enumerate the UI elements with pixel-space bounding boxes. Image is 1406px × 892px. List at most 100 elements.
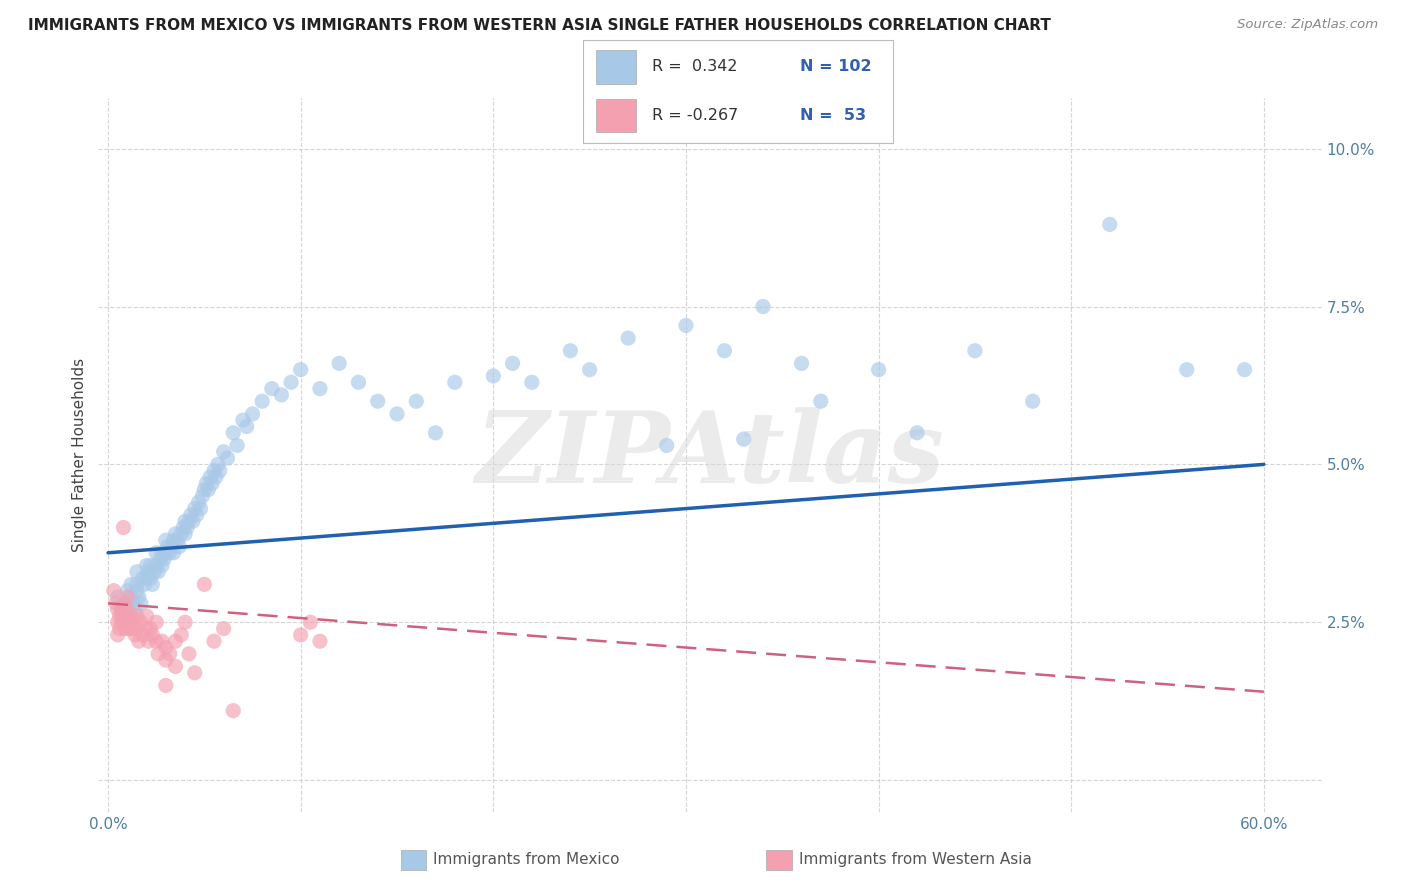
Point bbox=[118, 615, 141, 630]
Point bbox=[186, 508, 208, 522]
Point bbox=[128, 634, 150, 648]
Point bbox=[149, 552, 172, 566]
Bar bbox=[596, 50, 636, 84]
Point bbox=[150, 546, 173, 560]
Point bbox=[443, 376, 465, 390]
Point bbox=[120, 609, 142, 624]
Point bbox=[118, 622, 141, 636]
Point bbox=[193, 577, 215, 591]
Point bbox=[117, 602, 139, 616]
Point bbox=[347, 376, 370, 390]
Point bbox=[166, 533, 188, 548]
Point bbox=[125, 609, 148, 624]
Point bbox=[120, 577, 142, 591]
Point bbox=[155, 653, 177, 667]
Point bbox=[177, 514, 200, 528]
Point bbox=[1175, 362, 1198, 376]
Point bbox=[118, 609, 141, 624]
Point bbox=[145, 558, 167, 573]
Point bbox=[367, 394, 389, 409]
Point bbox=[125, 583, 148, 598]
Point bbox=[174, 514, 197, 528]
Point bbox=[125, 577, 148, 591]
Point bbox=[139, 571, 162, 585]
Point bbox=[120, 622, 142, 636]
Point bbox=[205, 470, 228, 484]
Point bbox=[1233, 362, 1256, 376]
Point bbox=[1098, 218, 1121, 232]
Point bbox=[235, 419, 257, 434]
Text: Immigrants from Mexico: Immigrants from Mexico bbox=[433, 853, 620, 867]
Point bbox=[114, 615, 136, 630]
Point bbox=[208, 464, 231, 478]
Point bbox=[250, 394, 273, 409]
Point bbox=[328, 356, 350, 370]
Point bbox=[124, 628, 146, 642]
Point bbox=[165, 526, 187, 541]
Text: N = 102: N = 102 bbox=[800, 59, 872, 74]
Point bbox=[145, 634, 167, 648]
Point bbox=[150, 634, 173, 648]
Point bbox=[155, 678, 177, 692]
Point bbox=[112, 609, 135, 624]
Point bbox=[153, 552, 176, 566]
Point bbox=[260, 382, 283, 396]
Point bbox=[193, 483, 215, 497]
Point bbox=[181, 514, 204, 528]
Point bbox=[114, 615, 136, 630]
Point bbox=[520, 376, 543, 390]
Point bbox=[145, 546, 167, 560]
Point bbox=[232, 413, 254, 427]
Point bbox=[201, 476, 224, 491]
Point bbox=[309, 634, 332, 648]
Point bbox=[117, 583, 139, 598]
Point bbox=[132, 571, 155, 585]
Point bbox=[112, 609, 135, 624]
Point bbox=[752, 300, 775, 314]
Point bbox=[122, 596, 145, 610]
Point bbox=[135, 558, 157, 573]
Point bbox=[385, 407, 408, 421]
Point bbox=[222, 425, 245, 440]
Point bbox=[280, 376, 302, 390]
Point bbox=[502, 356, 524, 370]
Point bbox=[143, 565, 166, 579]
Point bbox=[425, 425, 447, 440]
Text: ZIPAtlas: ZIPAtlas bbox=[475, 407, 945, 503]
Point bbox=[117, 602, 139, 616]
Point bbox=[1021, 394, 1043, 409]
Point bbox=[202, 634, 225, 648]
Point bbox=[162, 533, 184, 548]
Point bbox=[156, 540, 179, 554]
Point bbox=[107, 628, 129, 642]
Text: IMMIGRANTS FROM MEXICO VS IMMIGRANTS FROM WESTERN ASIA SINGLE FATHER HOUSEHOLDS : IMMIGRANTS FROM MEXICO VS IMMIGRANTS FRO… bbox=[28, 18, 1052, 33]
Point bbox=[405, 394, 427, 409]
Point bbox=[202, 464, 225, 478]
Point bbox=[125, 622, 148, 636]
Point bbox=[139, 622, 162, 636]
Point bbox=[112, 520, 135, 534]
Point bbox=[104, 596, 127, 610]
Point bbox=[146, 565, 169, 579]
Text: R = -0.267: R = -0.267 bbox=[651, 108, 738, 122]
Point bbox=[184, 501, 207, 516]
Point bbox=[290, 628, 312, 642]
Point bbox=[617, 331, 640, 345]
Point bbox=[155, 533, 177, 548]
Point bbox=[146, 647, 169, 661]
Point bbox=[170, 526, 193, 541]
Point bbox=[150, 558, 173, 573]
Point bbox=[180, 508, 202, 522]
Point bbox=[675, 318, 697, 333]
Point bbox=[125, 565, 148, 579]
Point bbox=[135, 609, 157, 624]
Point bbox=[197, 483, 219, 497]
Point bbox=[107, 615, 129, 630]
Point bbox=[141, 577, 163, 591]
Point bbox=[138, 565, 160, 579]
Point bbox=[159, 546, 181, 560]
Point bbox=[129, 615, 152, 630]
Point bbox=[184, 665, 207, 680]
Point bbox=[226, 438, 249, 452]
Point bbox=[128, 590, 150, 604]
